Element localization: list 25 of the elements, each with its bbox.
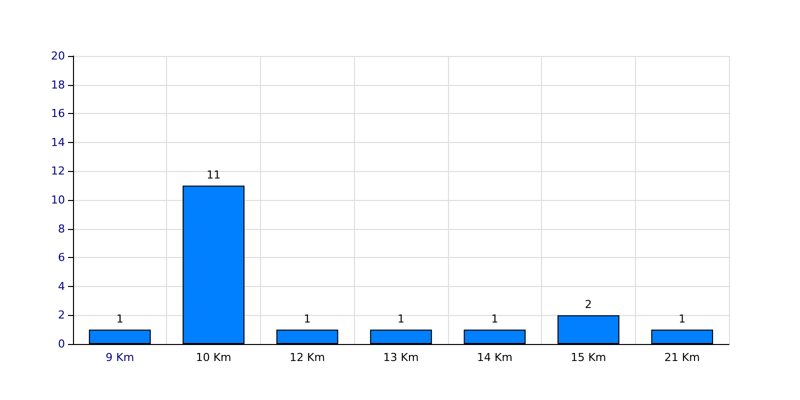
data-label: 1: [678, 312, 686, 326]
y-tick-label: 18: [51, 78, 65, 92]
x-tick-label: 21 Km: [664, 351, 700, 364]
y-tick-label: 20: [51, 50, 65, 62]
x-tick-label: 15 Km: [570, 351, 606, 364]
data-label: 11: [206, 168, 221, 182]
y-tick-label: 8: [58, 222, 65, 236]
data-label: 1: [304, 312, 311, 326]
x-tick-label: 10 Km: [196, 351, 232, 364]
y-tick-label: 6: [58, 251, 65, 264]
y-tick-label: 2: [58, 308, 65, 322]
y-tick-label: 4: [58, 280, 65, 293]
y-tick-label: 12: [51, 164, 65, 178]
x-tick-label: 9 Km: [106, 351, 134, 364]
y-tick-label: 0: [58, 338, 65, 350]
y-tick-label: 14: [51, 136, 65, 149]
x-tick-label: 13 Km: [383, 351, 419, 364]
y-tick-label: 16: [51, 107, 65, 120]
y-tick-label: 10: [51, 194, 65, 206]
data-label: 2: [584, 298, 592, 312]
data-label: 1: [491, 312, 498, 326]
x-tick-label: 14 Km: [476, 351, 512, 364]
data-label: 1: [398, 312, 404, 326]
data-label: 1: [116, 312, 124, 326]
x-tick-label: 12 Km: [290, 351, 326, 364]
